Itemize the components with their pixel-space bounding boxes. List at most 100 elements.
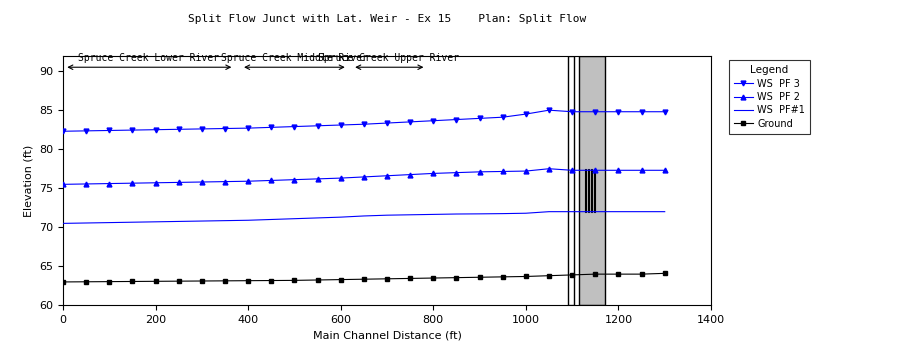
WS  PF#1 <box>336 215 346 219</box>
WS  PF#1 <box>567 210 578 214</box>
WS  PF 2 <box>174 180 184 185</box>
Ground <box>289 278 300 282</box>
WS  PF 2 <box>196 180 207 184</box>
Ground <box>613 272 624 276</box>
WS  PF 2 <box>312 177 323 181</box>
WS  PF#1 <box>220 219 230 223</box>
WS  PF 3 <box>613 110 624 114</box>
WS  PF#1 <box>405 213 416 217</box>
Ground <box>544 274 554 278</box>
WS  PF#1 <box>660 210 670 214</box>
WS  PF#1 <box>474 212 485 216</box>
Bar <box>568 56 574 305</box>
WS  PF 2 <box>382 174 392 178</box>
Ground <box>336 278 346 282</box>
WS  PF#1 <box>127 220 138 224</box>
Bar <box>579 56 605 305</box>
Bar <box>588 169 589 212</box>
WS  PF 3 <box>220 126 230 130</box>
WS  PF#1 <box>382 213 392 217</box>
WS  PF 2 <box>474 170 485 174</box>
Ground <box>150 279 161 283</box>
Ground <box>358 277 369 281</box>
WS  PF 3 <box>567 110 578 114</box>
Ground <box>174 279 184 283</box>
WS  PF#1 <box>520 211 531 215</box>
Line: WS  PF 3: WS PF 3 <box>60 108 667 134</box>
WS  PF 2 <box>428 171 438 176</box>
Ground <box>196 279 207 283</box>
Ground <box>312 278 323 282</box>
Ground <box>127 279 138 283</box>
Line: WS  PF#1: WS PF#1 <box>63 212 665 223</box>
WS  PF#1 <box>312 216 323 220</box>
WS  PF 3 <box>590 110 600 114</box>
WS  PF 2 <box>58 182 68 186</box>
Y-axis label: Elevation (ft): Elevation (ft) <box>23 144 33 217</box>
Text: Spruce Creek Upper River: Spruce Creek Upper River <box>318 53 459 63</box>
WS  PF#1 <box>289 217 300 221</box>
WS  PF 2 <box>451 171 462 175</box>
WS  PF 3 <box>336 123 346 127</box>
WS  PF#1 <box>58 221 68 226</box>
WS  PF#1 <box>174 219 184 223</box>
Text: Split Flow Junct with Lat. Weir - Ex 15    Plan: Split Flow: Split Flow Junct with Lat. Weir - Ex 15 … <box>188 14 586 24</box>
Ground <box>405 276 416 280</box>
WS  PF 2 <box>405 172 416 177</box>
Ground <box>243 279 254 283</box>
Ground <box>382 277 392 281</box>
WS  PF 3 <box>289 125 300 129</box>
WS  PF 2 <box>498 169 508 174</box>
WS  PF#1 <box>613 210 624 214</box>
WS  PF 2 <box>150 181 161 185</box>
WS  PF 3 <box>358 122 369 126</box>
WS  PF 3 <box>104 128 114 133</box>
Ground <box>104 280 114 284</box>
WS  PF#1 <box>196 219 207 223</box>
Bar <box>594 169 595 212</box>
Ground <box>451 276 462 280</box>
WS  PF 3 <box>660 110 670 114</box>
WS  PF 3 <box>150 128 161 132</box>
Text: Spruce Creek Lower River: Spruce Creek Lower River <box>78 53 219 63</box>
WS  PF 3 <box>312 124 323 128</box>
WS  PF 2 <box>104 181 114 186</box>
WS  PF#1 <box>266 217 276 221</box>
Ground <box>220 279 230 283</box>
WS  PF 2 <box>520 169 531 173</box>
WS  PF 3 <box>451 118 462 122</box>
WS  PF 2 <box>81 182 92 186</box>
WS  PF 3 <box>196 127 207 131</box>
WS  PF 3 <box>636 110 647 114</box>
WS  PF#1 <box>358 214 369 218</box>
WS  PF#1 <box>451 212 462 216</box>
WS  PF 2 <box>289 178 300 182</box>
WS  PF#1 <box>104 221 114 225</box>
WS  PF 2 <box>358 175 369 179</box>
WS  PF 2 <box>243 179 254 183</box>
WS  PF 3 <box>127 128 138 132</box>
Line: WS  PF 2: WS PF 2 <box>60 166 667 187</box>
WS  PF 3 <box>58 129 68 133</box>
Ground <box>474 275 485 279</box>
WS  PF 3 <box>81 129 92 133</box>
Ground <box>266 278 276 282</box>
WS  PF#1 <box>636 210 647 214</box>
WS  PF#1 <box>590 210 600 214</box>
WS  PF 2 <box>266 178 276 183</box>
WS  PF 3 <box>474 116 485 120</box>
WS  PF 3 <box>266 125 276 129</box>
X-axis label: Main Channel Distance (ft): Main Channel Distance (ft) <box>312 331 462 341</box>
WS  PF#1 <box>544 210 554 214</box>
Legend: WS  PF 3, WS  PF 2, WS  PF#1, Ground: WS PF 3, WS PF 2, WS PF#1, Ground <box>729 60 810 134</box>
Ground <box>590 272 600 276</box>
WS  PF 3 <box>520 112 531 116</box>
WS  PF 2 <box>590 168 600 172</box>
Bar <box>585 169 586 212</box>
Ground <box>81 280 92 284</box>
WS  PF 2 <box>567 168 578 172</box>
WS  PF 3 <box>243 126 254 130</box>
WS  PF 2 <box>336 176 346 180</box>
Ground <box>660 271 670 276</box>
WS  PF#1 <box>243 218 254 222</box>
